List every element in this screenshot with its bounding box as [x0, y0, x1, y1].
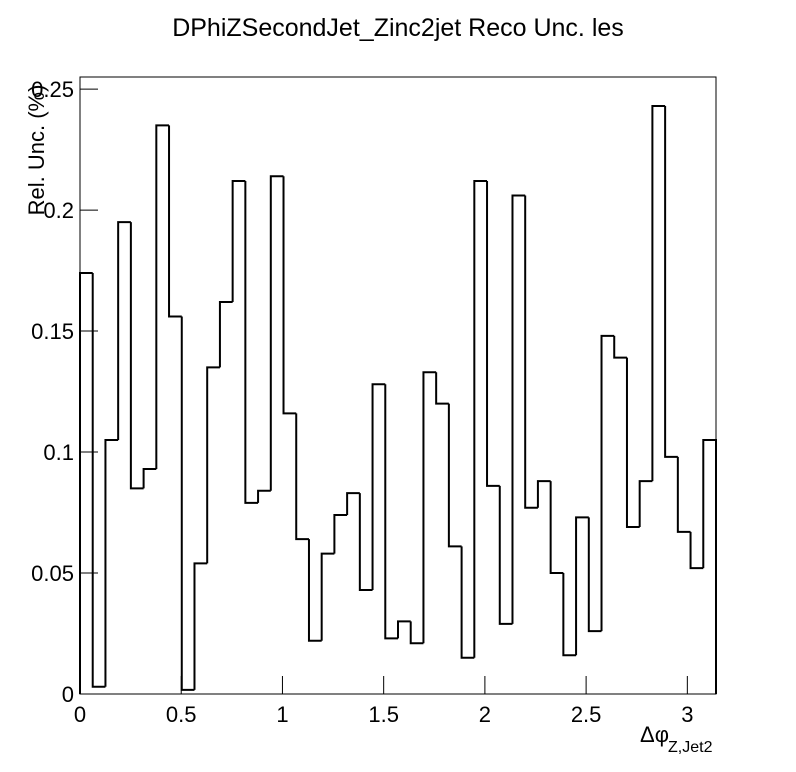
histogram-bin [206, 366, 220, 564]
histogram-bin [307, 539, 322, 642]
histogram-bin [257, 489, 271, 503]
histogram-bin [549, 481, 564, 575]
histogram-bin [371, 383, 386, 590]
chart-title: DPhiZSecondJet_Zinc2jet Reco Unc. les [172, 14, 624, 42]
histogram-bin [91, 272, 106, 688]
histogram-bin [218, 301, 233, 368]
histogram-bin [447, 403, 462, 548]
histogram-bin [651, 105, 666, 482]
histogram-bin [460, 546, 475, 659]
histogram-bin [511, 194, 526, 624]
y-tick-label: 0.05 [31, 561, 74, 586]
histogram-bin [689, 531, 704, 570]
histogram-bin [524, 195, 538, 509]
y-tick-label: 0.2 [43, 198, 74, 223]
histogram-bin [104, 438, 119, 687]
y-tick-label: 0.25 [31, 77, 74, 102]
x-tick-label: 1 [276, 702, 288, 727]
histogram-bin [168, 125, 182, 318]
histogram-bin [320, 552, 335, 641]
histogram-bin [142, 467, 157, 489]
histogram-bin [498, 485, 513, 625]
histogram-bin [282, 176, 297, 415]
y-axis-label: Rel. Unc. (%) [24, 85, 49, 216]
histogram-bin [562, 573, 577, 657]
histogram-bin [600, 334, 615, 632]
y-tick-label: 0.15 [31, 319, 74, 344]
histogram-bin [384, 384, 398, 640]
histogram-bin [79, 271, 93, 694]
histogram-bin [664, 106, 678, 458]
histogram-bin [155, 124, 170, 469]
histogram-bin [435, 372, 449, 405]
histogram-bin [231, 180, 246, 303]
x-tick-label: 2 [479, 702, 491, 727]
histogram-bin [638, 480, 653, 528]
histogram-bin [676, 456, 691, 533]
y-tick-label: 0.1 [43, 440, 74, 465]
histogram-bin [269, 175, 284, 491]
x-axis-label-sub: Z,Jet2 [668, 739, 713, 756]
histogram-bin [575, 516, 589, 656]
histogram-bin [536, 480, 551, 508]
x-tick-label: 2.5 [571, 702, 602, 727]
histogram-bin [625, 357, 640, 529]
histogram-bin [129, 222, 144, 490]
histogram-bin [587, 517, 602, 633]
histogram-bin [702, 438, 717, 694]
histogram-bin [193, 562, 208, 690]
histogram-bin [117, 221, 131, 440]
histogram-bin [422, 371, 437, 644]
histogram-bin [295, 413, 309, 541]
histogram-bin [473, 180, 488, 658]
histogram-bin [613, 335, 627, 359]
x-tick-label: 0.5 [166, 702, 197, 727]
x-tick-label: 3 [681, 702, 693, 727]
histogram-bin [346, 492, 360, 515]
y-tick-label: 0 [62, 682, 74, 707]
histogram-bin [397, 620, 411, 639]
histogram-bin [486, 181, 500, 487]
histogram-bin [333, 513, 348, 554]
x-tick-label: 1.5 [368, 702, 399, 727]
x-axis-label: Δφ [640, 722, 669, 747]
histogram-bin [358, 493, 373, 591]
histogram-bin [409, 621, 424, 645]
histogram-bin [244, 181, 259, 504]
histogram-bin [180, 316, 195, 691]
x-tick-label: 0 [74, 702, 86, 727]
